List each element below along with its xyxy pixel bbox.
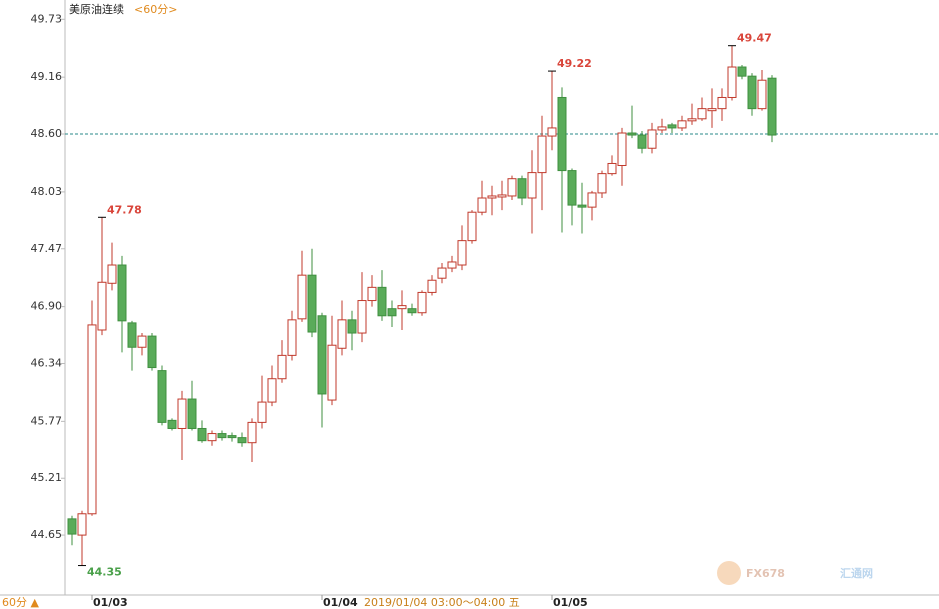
candle-body — [767, 77, 777, 136]
candle-body — [747, 75, 757, 110]
period-button[interactable]: 60分 ▲ — [2, 596, 39, 609]
candle-body — [587, 192, 597, 208]
candle-body — [617, 132, 627, 167]
candle-body — [337, 319, 347, 349]
candle-body — [67, 518, 77, 535]
candle-body — [377, 286, 387, 317]
candle-body — [237, 437, 247, 444]
y-tick-label: 49.16 — [31, 70, 63, 83]
candle-body — [87, 324, 97, 515]
candle-body — [417, 291, 427, 314]
y-tick-label: 45.77 — [31, 414, 63, 427]
candle-body — [387, 308, 397, 317]
candle-body — [157, 370, 167, 423]
candle-body — [447, 261, 457, 269]
candle-body — [287, 319, 297, 356]
candle-body — [147, 335, 157, 369]
candle-body — [697, 108, 707, 120]
candle-body — [257, 401, 267, 423]
candle-body — [657, 126, 667, 131]
y-tick-label: 48.03 — [31, 185, 63, 198]
candle-body — [307, 274, 317, 333]
candle-body — [177, 398, 187, 429]
watermark-name: 汇通网 — [840, 567, 873, 580]
candle-body — [607, 162, 617, 175]
y-tick-label: 44.65 — [31, 528, 63, 541]
candle-body — [167, 419, 177, 429]
candle-body — [527, 172, 537, 199]
candle-body — [557, 96, 567, 172]
candle-body — [567, 170, 577, 206]
y-tick-label: 47.47 — [31, 242, 63, 255]
candle-body — [537, 135, 547, 174]
y-tick-label: 46.34 — [31, 356, 63, 369]
candle-body — [717, 96, 727, 110]
y-tick-label: 49.73 — [31, 12, 63, 25]
candle-body — [727, 66, 737, 98]
candle-body — [367, 286, 377, 302]
candle-body — [267, 378, 277, 403]
candle-body — [397, 305, 407, 310]
candle-body — [687, 118, 697, 122]
candle-body — [207, 433, 217, 442]
candle-body — [757, 79, 767, 110]
candle-body — [327, 344, 337, 401]
candle-body — [517, 178, 527, 199]
candle-body — [127, 322, 137, 348]
chart-title: 美原油连续 — [69, 2, 124, 16]
candle-body — [187, 398, 197, 429]
candle-body — [437, 267, 447, 279]
candle-body — [637, 134, 647, 149]
candle-body — [547, 127, 557, 137]
candle-body — [707, 108, 717, 112]
y-tick-label: 46.90 — [31, 300, 63, 313]
candle-body — [107, 264, 117, 284]
candle-body — [667, 124, 677, 129]
y-tick-label: 45.21 — [31, 471, 63, 484]
candle-body — [647, 129, 657, 149]
extreme-label: 49.47 — [737, 32, 772, 45]
candle-body — [597, 173, 607, 194]
candle-body — [217, 433, 227, 439]
candle-body — [97, 281, 107, 331]
candle-body — [477, 197, 487, 213]
candle-body — [197, 427, 207, 442]
candle-body — [347, 319, 357, 334]
candle-body — [407, 308, 417, 314]
candle-body — [467, 211, 477, 242]
extreme-label: 47.78 — [107, 203, 142, 216]
candle-body — [457, 240, 467, 266]
candle-body — [737, 66, 747, 77]
candle-body — [227, 435, 237, 439]
candle-body — [77, 513, 87, 536]
candle-body — [317, 315, 327, 395]
candle-body — [487, 195, 497, 199]
tooltip-time: 2019/01/04 03:00～04:00 五 — [364, 596, 520, 609]
watermark-brand: FX678 — [746, 567, 785, 580]
extreme-label: 44.35 — [87, 566, 122, 579]
x-tick-label: 01/03 — [93, 596, 128, 609]
candle-body — [427, 279, 437, 293]
candle-body — [137, 335, 147, 348]
candle-body — [627, 132, 637, 136]
x-tick-label: 01/05 — [553, 596, 588, 609]
candle-body — [677, 120, 687, 129]
candle-body — [277, 354, 287, 380]
y-tick-label: 48.60 — [31, 127, 63, 140]
candle-body — [577, 204, 587, 208]
candle-body — [297, 274, 307, 320]
x-tick-label: 01/04 — [323, 596, 358, 609]
candle-body — [357, 300, 367, 334]
extreme-label: 49.22 — [557, 57, 592, 70]
watermark-logo — [717, 561, 741, 585]
period-label: <60分> — [134, 3, 177, 16]
candle-body — [247, 421, 257, 444]
candle-body — [507, 178, 517, 197]
candle-body — [497, 194, 507, 198]
candle-body — [117, 264, 127, 322]
